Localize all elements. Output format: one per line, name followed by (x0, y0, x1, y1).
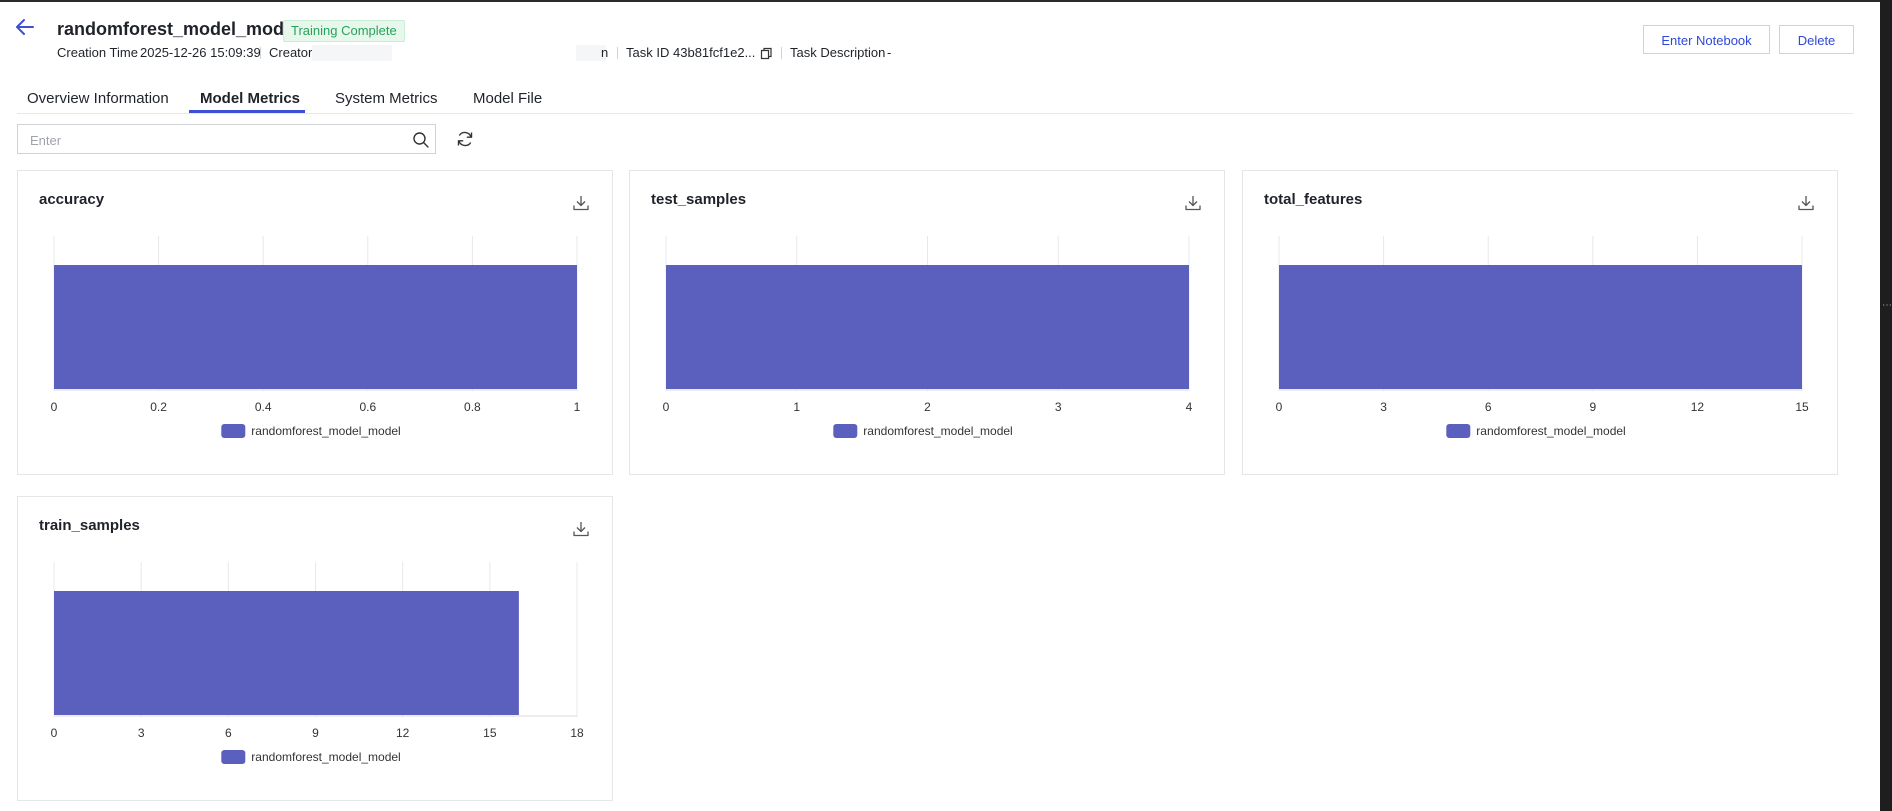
card-title: train_samples (39, 517, 140, 534)
x-tick-label: 0.2 (150, 400, 167, 414)
more-icon[interactable]: ⋯ (1882, 300, 1892, 311)
chart-train-samples: 0 3 6 9 12 15 18 randomforest_model_model (51, 562, 584, 764)
tab-model-metrics[interactable]: Model Metrics (200, 90, 301, 107)
x-tick-label: 12 (396, 726, 410, 740)
metric-card-total-features: total_features 0 3 6 9 12 15 randomforest_mode… (1242, 170, 1838, 475)
copy-icon[interactable] (760, 47, 773, 60)
x-tick-label: 0.6 (359, 400, 376, 414)
download-icon[interactable] (1796, 193, 1816, 213)
card-title: accuracy (39, 191, 105, 208)
x-tick-label: 18 (570, 726, 584, 740)
x-tick-label: 0 (51, 400, 58, 414)
meta-divider (617, 47, 618, 59)
legend-swatch (221, 424, 246, 438)
creation-time-label: Creation Time (57, 45, 138, 60)
enter-notebook-button[interactable]: Enter Notebook (1643, 25, 1770, 54)
active-tab-indicator (189, 110, 305, 113)
x-tick-label: 0 (1276, 400, 1283, 414)
creator-label: Creator (269, 45, 313, 60)
x-tick-label: 15 (483, 726, 497, 740)
metric-card-test-samples: test_samples 0 1 2 3 4 randomforest_model_mod… (629, 170, 1225, 475)
bar-randomforest_model_model (666, 265, 1189, 389)
x-tick-label: 6 (1485, 400, 1492, 414)
x-tick-label: 4 (1186, 400, 1193, 414)
legend-swatch (833, 424, 858, 438)
download-icon[interactable] (1183, 193, 1203, 213)
delete-button[interactable]: Delete (1779, 25, 1854, 54)
x-tick-label: 0.4 (255, 400, 272, 414)
metric-card-accuracy: accuracy 0 0.2 0.4 0.6 0.8 1 randomforest_mode… (17, 170, 613, 475)
chart-test-samples: 0 1 2 3 4 randomforest_model_model (663, 236, 1193, 438)
legend-swatch (1446, 424, 1471, 438)
task-description-value: - (887, 45, 892, 60)
task-description-label: Task Description (790, 45, 886, 60)
tab-overview-information[interactable]: Overview Information (27, 90, 169, 107)
task-id-value: 43b81fcf1e2... (673, 45, 756, 60)
x-tick-label: 15 (1795, 400, 1809, 414)
meta-divider (260, 47, 261, 59)
legend-label: randomforest_model_model (251, 750, 400, 764)
x-tick-label: 3 (138, 726, 145, 740)
card-title: total_features (1264, 191, 1363, 208)
status-badge: Training Complete (283, 20, 405, 42)
meta-divider (781, 47, 782, 59)
search-box (17, 124, 436, 154)
tab-model-file[interactable]: Model File (473, 90, 543, 107)
bar-randomforest_model_model (1279, 265, 1802, 389)
x-tick-label: 2 (924, 400, 931, 414)
refresh-icon[interactable] (455, 129, 475, 149)
creator-masked-tail (576, 45, 606, 61)
x-tick-label: 0 (663, 400, 670, 414)
x-tick-label: 1 (574, 400, 581, 414)
search-input[interactable] (28, 130, 402, 150)
x-tick-label: 0.8 (464, 400, 481, 414)
back-arrow-icon[interactable] (14, 16, 36, 38)
download-icon[interactable] (571, 193, 591, 213)
card-title: test_samples (651, 191, 747, 208)
metric-card-train-samples: train_samples 0 3 6 9 12 15 18 randomforest_mod… (17, 496, 613, 801)
chart-total-features: 0 3 6 9 12 15 randomforest_model_model (1276, 236, 1809, 438)
tabs-divider (17, 113, 1853, 114)
x-tick-label: 3 (1380, 400, 1387, 414)
tab-system-metrics[interactable]: System Metrics (335, 90, 438, 107)
right-edge-rail (1880, 0, 1892, 811)
bar-randomforest_model_model (54, 265, 577, 389)
legend-swatch (221, 750, 246, 764)
x-tick-label: 0 (51, 726, 58, 740)
x-tick-label: 1 (793, 400, 800, 414)
task-id-label: Task ID (626, 45, 670, 60)
x-tick-label: 9 (1589, 400, 1596, 414)
creator-value: n (601, 45, 609, 60)
chart-accuracy: 0 0.2 0.4 0.6 0.8 1 randomforest_model_model (51, 236, 581, 438)
search-icon[interactable] (412, 131, 430, 149)
creator-masked (312, 45, 392, 61)
x-tick-label: 12 (1691, 400, 1705, 414)
creation-time-value: 2025-12-26 15:09:39 (140, 45, 261, 60)
legend-label: randomforest_model_model (1476, 424, 1625, 438)
legend-label: randomforest_model_model (863, 424, 1012, 438)
x-tick-label: 9 (312, 726, 319, 740)
page-title: randomforest_model_model (57, 19, 300, 39)
legend-label: randomforest_model_model (251, 424, 400, 438)
download-icon[interactable] (571, 519, 591, 539)
x-tick-label: 3 (1055, 400, 1062, 414)
x-tick-label: 6 (225, 726, 232, 740)
bar-randomforest_model_model (54, 591, 519, 715)
